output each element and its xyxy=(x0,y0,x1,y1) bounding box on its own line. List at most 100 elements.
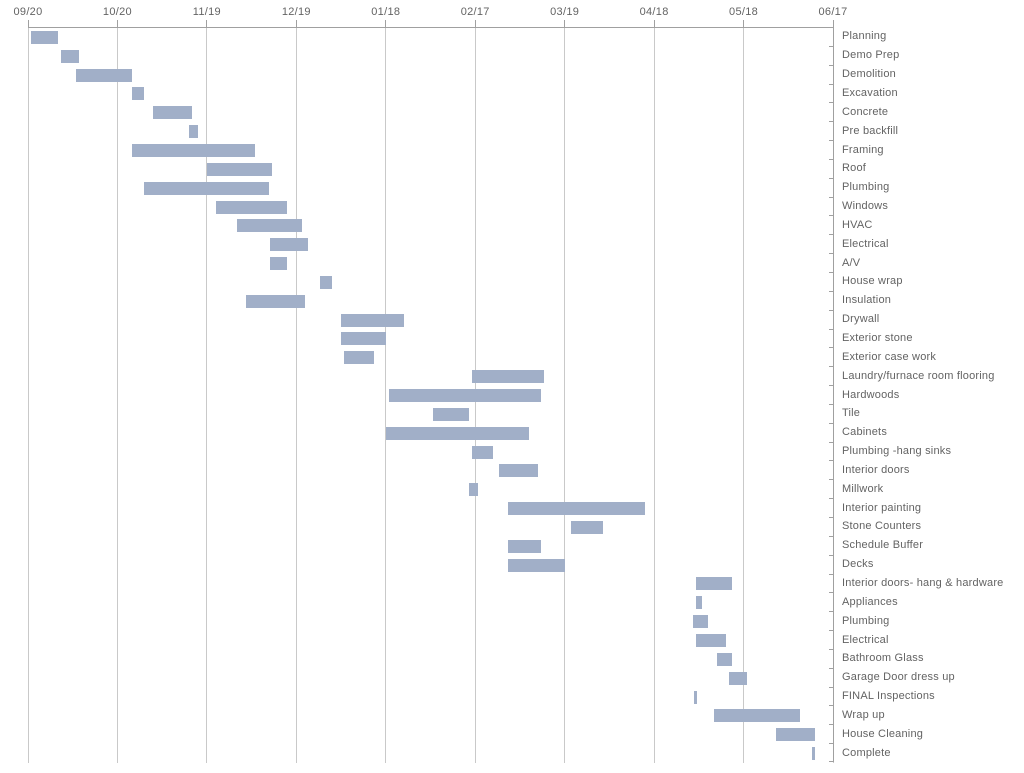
gantt-bar xyxy=(694,690,698,704)
gantt-bar xyxy=(269,257,288,271)
gantt-bar xyxy=(132,144,255,157)
axis-tick xyxy=(474,20,476,28)
row-tick xyxy=(829,535,834,537)
gantt-bar xyxy=(695,634,726,647)
task-label: Plumbing -hang sinks xyxy=(842,445,952,458)
gantt-bar xyxy=(60,49,79,63)
axis-tick-label: 11/19 xyxy=(192,6,221,18)
row-tick xyxy=(829,290,834,292)
task-label: Plumbing xyxy=(842,614,890,627)
row-tick xyxy=(829,460,834,462)
gridline xyxy=(743,28,745,763)
row-tick xyxy=(829,403,834,405)
task-label: Exterior stone xyxy=(842,331,913,344)
row-tick xyxy=(829,385,834,387)
gantt-bar xyxy=(812,747,816,761)
gantt-bar xyxy=(499,464,538,478)
axis-tick-label: 05/18 xyxy=(729,6,759,18)
gridline xyxy=(653,28,655,763)
row-tick xyxy=(829,158,834,160)
gantt-bar xyxy=(472,445,494,459)
task-label: Decks xyxy=(842,558,874,571)
row-tick xyxy=(829,328,834,330)
gantt-bar xyxy=(344,351,374,365)
task-label: Demolition xyxy=(842,68,896,81)
gantt-bar xyxy=(469,483,479,497)
task-label: Drywall xyxy=(842,313,880,326)
gantt-bar xyxy=(153,106,192,120)
task-label: Millwork xyxy=(842,482,884,495)
task-label: Tile xyxy=(842,407,861,420)
task-label: Insulation xyxy=(842,294,892,307)
row-tick xyxy=(829,272,834,273)
row-tick xyxy=(829,309,834,311)
gantt-bar xyxy=(385,426,529,440)
row-tick xyxy=(829,64,834,66)
task-label: HVAC xyxy=(842,218,873,231)
gantt-bar xyxy=(75,68,133,82)
row-tick xyxy=(829,479,834,481)
task-label: Interior doors- hang & hardware xyxy=(842,576,1004,589)
task-label: Schedule Buffer xyxy=(842,539,924,552)
task-label: Cabinets xyxy=(842,426,888,439)
gridline xyxy=(295,28,297,763)
row-tick xyxy=(829,724,834,726)
task-label: Roof xyxy=(842,162,867,175)
task-label: Laundry/furnace room flooring xyxy=(842,369,995,382)
gantt-bar xyxy=(388,389,541,402)
gridline xyxy=(564,28,566,763)
axis-tick xyxy=(385,20,387,28)
task-label-column: Planning Demo Prep Demolition Excavation Con… xyxy=(829,27,1024,762)
task-label: A/V xyxy=(842,256,861,269)
gantt-bar xyxy=(144,181,270,195)
row-tick xyxy=(829,630,834,632)
gantt-bar xyxy=(570,520,604,534)
row-tick xyxy=(829,743,834,745)
task-label: Electrical xyxy=(842,237,889,250)
task-label: Interior doors xyxy=(842,463,910,476)
gridline xyxy=(385,28,387,763)
row-tick xyxy=(829,121,834,123)
task-label: Wrap up xyxy=(842,708,885,721)
row-tick xyxy=(829,686,834,688)
gantt-bar xyxy=(472,370,544,384)
gantt-bar xyxy=(692,615,708,629)
row-tick xyxy=(829,573,834,575)
axis-tick-label: 09/20 xyxy=(13,6,43,18)
gantt-bar xyxy=(508,539,541,553)
task-label: Garage Door dress up xyxy=(842,671,955,684)
task-label: Framing xyxy=(842,143,884,156)
row-tick xyxy=(829,441,834,443)
gantt-bar xyxy=(695,596,702,610)
gantt-bar xyxy=(728,671,747,685)
axis-tick xyxy=(743,20,745,28)
gantt-bar xyxy=(713,709,801,723)
gantt-bar xyxy=(206,162,273,176)
axis-tick-label: 02/17 xyxy=(460,6,490,18)
row-tick xyxy=(829,253,834,255)
gantt-bar xyxy=(716,652,732,666)
task-label: House wrap xyxy=(842,275,903,288)
row-tick xyxy=(829,498,834,500)
task-label: Windows xyxy=(842,200,889,213)
row-tick xyxy=(829,761,834,762)
gantt-bar xyxy=(215,200,288,214)
row-tick xyxy=(829,102,834,104)
axis-tick xyxy=(116,20,118,28)
task-label: Complete xyxy=(842,746,891,759)
gridline xyxy=(27,28,29,763)
row-tick xyxy=(829,422,834,424)
task-label: Demo Prep xyxy=(842,49,900,62)
row-tick xyxy=(829,648,834,650)
task-label: FINAL Inspections xyxy=(842,690,935,703)
gridline xyxy=(116,28,118,763)
row-tick xyxy=(829,196,834,198)
axis-tick xyxy=(27,20,29,28)
gantt-bar xyxy=(245,294,306,308)
row-tick xyxy=(829,667,834,669)
axis-tick-label: 03/19 xyxy=(550,6,580,18)
gantt-bar xyxy=(433,407,470,421)
axis-tick-label: 12/19 xyxy=(281,6,311,18)
task-label: Electrical xyxy=(842,633,889,646)
